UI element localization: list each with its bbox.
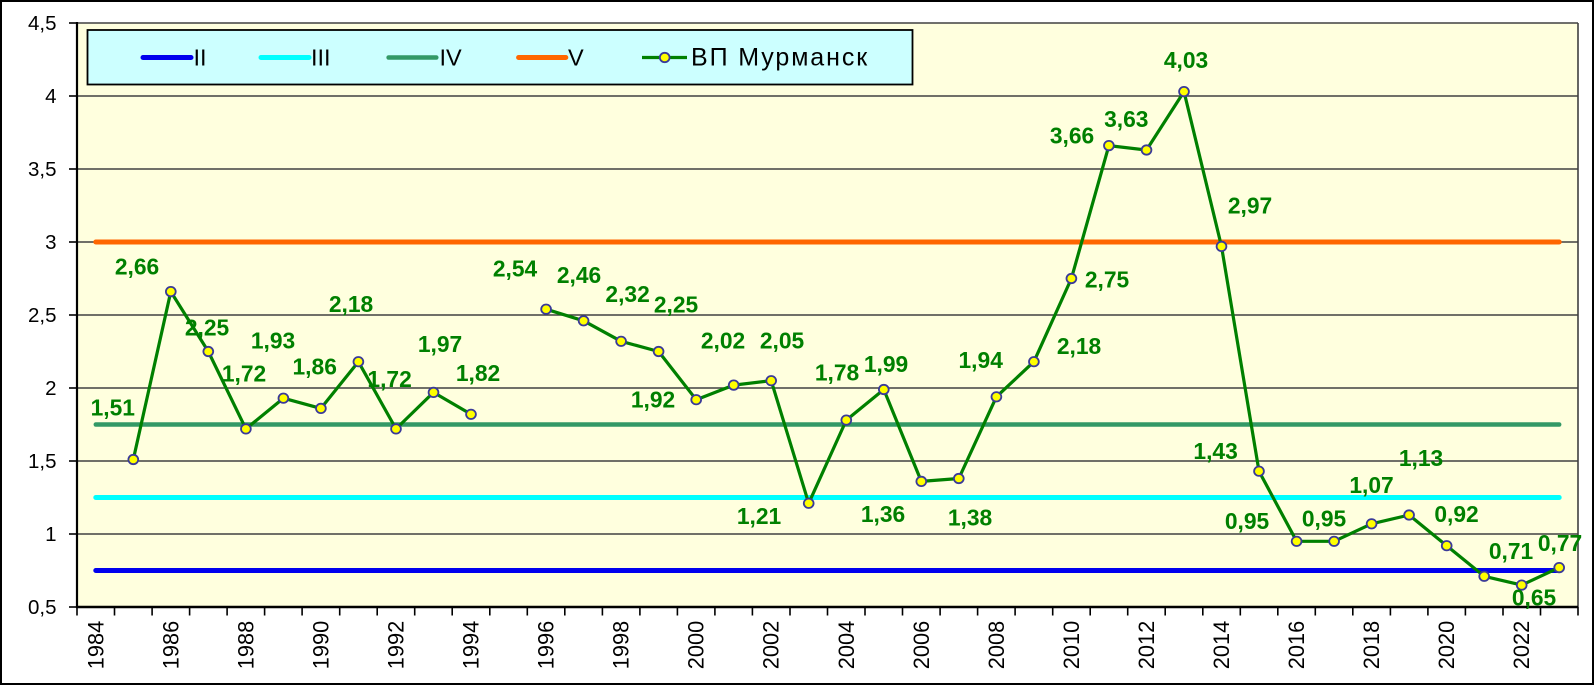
- svg-text:1,82: 1,82: [456, 360, 500, 386]
- svg-text:4,5: 4,5: [28, 12, 57, 35]
- svg-text:2020: 2020: [1434, 621, 1459, 670]
- svg-text:1,93: 1,93: [251, 327, 295, 353]
- svg-text:1994: 1994: [459, 621, 484, 670]
- svg-text:1998: 1998: [609, 621, 634, 670]
- svg-text:2,32: 2,32: [605, 281, 649, 307]
- svg-text:2,5: 2,5: [28, 304, 57, 327]
- svg-text:III: III: [311, 45, 331, 71]
- svg-text:2,05: 2,05: [760, 327, 805, 353]
- svg-text:2008: 2008: [984, 621, 1009, 670]
- svg-text:0,95: 0,95: [1225, 508, 1270, 534]
- svg-text:2018: 2018: [1359, 621, 1384, 670]
- svg-text:3,63: 3,63: [1104, 106, 1148, 132]
- svg-text:2002: 2002: [759, 621, 784, 670]
- svg-text:1,94: 1,94: [959, 347, 1004, 373]
- svg-text:0,77: 0,77: [1538, 530, 1582, 556]
- svg-text:1,51: 1,51: [91, 394, 136, 420]
- svg-text:1: 1: [45, 523, 56, 546]
- svg-text:2014: 2014: [1209, 621, 1234, 670]
- svg-text:2022: 2022: [1509, 621, 1534, 670]
- svg-text:2,66: 2,66: [115, 253, 159, 279]
- svg-text:1988: 1988: [233, 621, 258, 670]
- svg-text:2,25: 2,25: [185, 314, 230, 340]
- svg-text:2: 2: [45, 377, 56, 400]
- svg-text:4: 4: [45, 85, 56, 108]
- svg-text:1,5: 1,5: [28, 450, 57, 473]
- svg-text:2,25: 2,25: [654, 291, 699, 317]
- svg-text:2,02: 2,02: [701, 327, 745, 353]
- svg-text:1,86: 1,86: [293, 353, 337, 379]
- svg-text:0,92: 0,92: [1434, 501, 1478, 527]
- svg-text:1,78: 1,78: [815, 359, 859, 385]
- svg-text:II: II: [194, 45, 207, 71]
- svg-text:1,13: 1,13: [1399, 445, 1443, 471]
- svg-text:1996: 1996: [534, 621, 559, 670]
- svg-text:0,71: 0,71: [1489, 538, 1534, 564]
- svg-text:3: 3: [45, 231, 56, 254]
- svg-text:3,66: 3,66: [1050, 122, 1094, 148]
- svg-text:2,46: 2,46: [557, 262, 601, 288]
- svg-text:1992: 1992: [384, 621, 409, 670]
- svg-text:3,5: 3,5: [28, 158, 57, 181]
- svg-text:2010: 2010: [1059, 621, 1084, 670]
- svg-text:1,38: 1,38: [948, 505, 992, 531]
- svg-text:1,07: 1,07: [1349, 472, 1393, 498]
- svg-text:IV: IV: [440, 45, 463, 71]
- svg-text:0,95: 0,95: [1302, 506, 1347, 532]
- svg-text:1,92: 1,92: [631, 387, 675, 413]
- svg-text:4,03: 4,03: [1164, 47, 1208, 73]
- svg-text:2000: 2000: [684, 621, 709, 670]
- svg-text:1990: 1990: [308, 621, 333, 670]
- svg-text:0,65: 0,65: [1512, 584, 1557, 610]
- svg-text:1,21: 1,21: [737, 503, 782, 529]
- svg-text:2006: 2006: [909, 621, 934, 670]
- svg-text:1,72: 1,72: [222, 360, 266, 386]
- svg-text:1,43: 1,43: [1193, 438, 1237, 464]
- svg-text:2012: 2012: [1134, 621, 1159, 670]
- svg-text:V: V: [568, 45, 584, 71]
- svg-text:2004: 2004: [834, 621, 859, 670]
- svg-text:2,75: 2,75: [1085, 266, 1130, 292]
- svg-text:1,99: 1,99: [864, 351, 908, 377]
- svg-text:2016: 2016: [1284, 621, 1309, 670]
- svg-text:2,54: 2,54: [493, 255, 538, 281]
- svg-text:1,72: 1,72: [367, 366, 411, 392]
- svg-text:1986: 1986: [158, 621, 183, 670]
- svg-text:1984: 1984: [83, 621, 108, 670]
- svg-text:2,18: 2,18: [329, 291, 373, 317]
- svg-text:1,97: 1,97: [418, 331, 462, 357]
- svg-text:0,5: 0,5: [28, 596, 57, 619]
- svg-text:2,18: 2,18: [1057, 333, 1101, 359]
- svg-text:2,97: 2,97: [1228, 192, 1272, 218]
- svg-text:ВП Мурманск: ВП Мурманск: [691, 44, 869, 72]
- svg-text:1,36: 1,36: [861, 501, 905, 527]
